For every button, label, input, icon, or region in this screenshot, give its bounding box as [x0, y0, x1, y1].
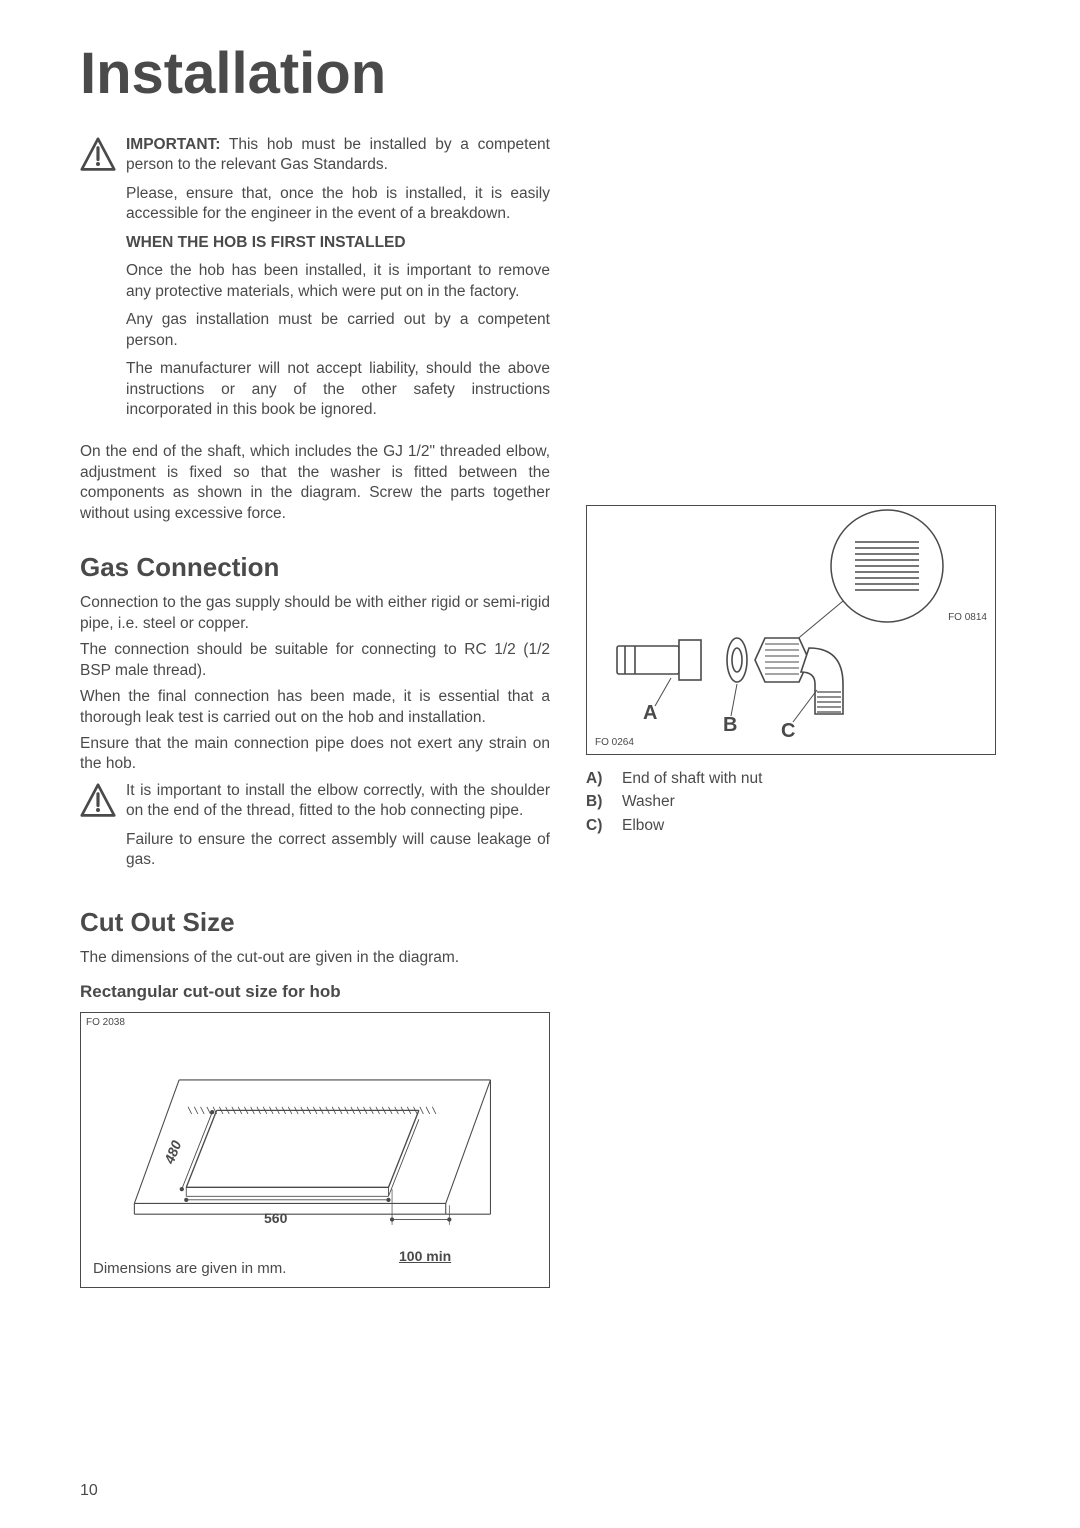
warning-block-1: IMPORTANT: This hob must be installed by…	[80, 135, 550, 428]
dim-note: Dimensions are given in mm.	[93, 1260, 286, 1277]
legend-row: B) Washer	[586, 790, 996, 813]
elbow-label-c: C	[781, 720, 795, 743]
legend-text-c: Elbow	[622, 814, 664, 837]
warning1-p3: Once the hob has been installed, it is i…	[126, 261, 550, 302]
gas-p2: The connection should be suitable for co…	[80, 640, 550, 681]
fo-label-cutout: FO 2038	[86, 1017, 125, 1028]
gas-p4: Ensure that the main connection pipe doe…	[80, 734, 550, 775]
page-number: 10	[80, 1482, 98, 1500]
warning2-p2: Failure to ensure the correct assembly w…	[126, 830, 550, 871]
warning1-p2: Please, ensure that, once the hob is ins…	[126, 184, 550, 225]
two-column-layout: IMPORTANT: This hob must be installed by…	[80, 135, 1000, 1288]
important-label: IMPORTANT:	[126, 136, 220, 153]
elbow-diagram: A B C FO 0264 FO 0814	[586, 505, 996, 755]
right-column: A B C FO 0264 FO 0814 A) End of shaft wi…	[586, 135, 996, 1288]
warning-2-text: It is important to install the elbow cor…	[126, 781, 550, 879]
legend-key-a: A)	[586, 767, 610, 790]
cutout-p1: The dimensions of the cut-out are given …	[80, 948, 550, 968]
elbow-label-b: B	[723, 714, 737, 737]
gas-p1: Connection to the gas supply should be w…	[80, 593, 550, 634]
warning1-p5: The manufacturer will not accept liabili…	[126, 359, 550, 420]
warning-block-2: It is important to install the elbow cor…	[80, 781, 550, 879]
legend-text-b: Washer	[622, 790, 675, 813]
page-title: Installation	[80, 40, 1000, 107]
warning2-p1: It is important to install the elbow cor…	[126, 781, 550, 822]
cutout-heading: Cut Out Size	[80, 907, 550, 938]
warning-1-text: IMPORTANT: This hob must be installed by…	[126, 135, 550, 428]
fo-label-elbow-outer: FO 0814	[948, 612, 987, 623]
legend-row: C) Elbow	[586, 814, 996, 837]
gas-p3: When the final connection has been made,…	[80, 687, 550, 728]
cutout-subhead: Rectangular cut-out size for hob	[80, 982, 550, 1002]
dim-560: 560	[264, 1210, 287, 1226]
legend-row: A) End of shaft with nut	[586, 767, 996, 790]
elbow-legend: A) End of shaft with nut B) Washer C) El…	[586, 767, 996, 837]
warning-icon	[80, 783, 116, 819]
warning1-p4: Any gas installation must be carried out…	[126, 310, 550, 351]
legend-key-c: C)	[586, 814, 610, 837]
dim-100min: 100 min	[399, 1248, 451, 1264]
warning1-subhead: WHEN THE HOB IS FIRST INSTALLED	[126, 233, 550, 253]
elbow-label-a: A	[643, 702, 657, 725]
legend-text-a: End of shaft with nut	[622, 767, 762, 790]
gas-connection-heading: Gas Connection	[80, 552, 550, 583]
left-column: IMPORTANT: This hob must be installed by…	[80, 135, 550, 1288]
warning-icon	[80, 137, 116, 173]
shaft-paragraph: On the end of the shaft, which includes …	[80, 442, 550, 524]
legend-key-b: B)	[586, 790, 610, 813]
fo-label-elbow-inner: FO 0264	[595, 737, 634, 748]
cutout-diagram: FO 2038	[80, 1012, 550, 1288]
